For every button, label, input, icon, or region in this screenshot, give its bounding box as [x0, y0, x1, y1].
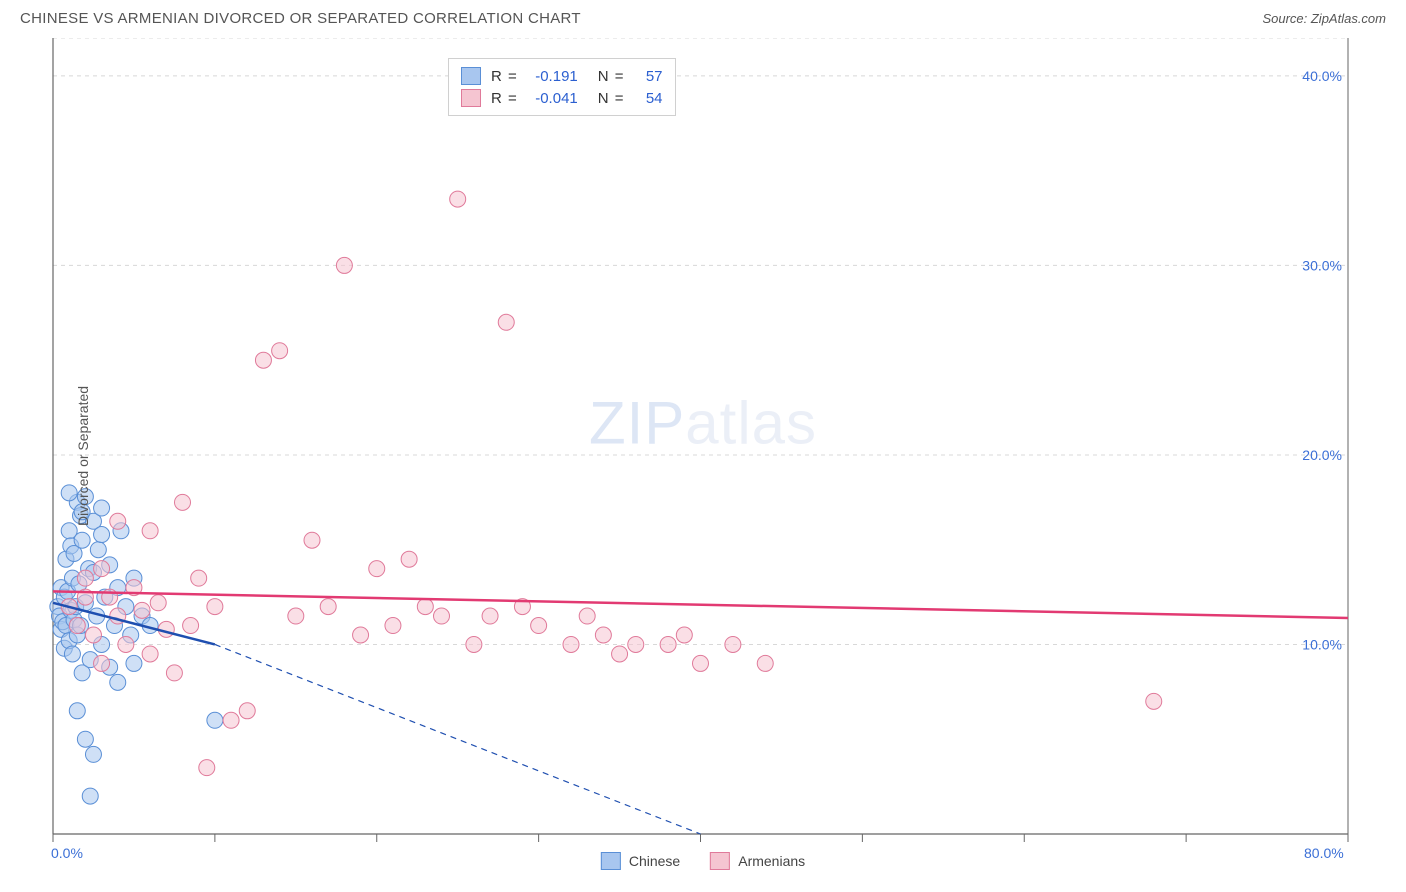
source-attribution: Source: ZipAtlas.com	[1262, 11, 1386, 26]
data-point	[77, 570, 93, 586]
data-point	[498, 314, 514, 330]
data-point	[450, 191, 466, 207]
data-point	[126, 655, 142, 671]
data-point	[175, 494, 191, 510]
series-legend: Chinese Armenians	[601, 852, 805, 870]
x-tick-label: 80.0%	[1304, 845, 1344, 861]
data-point	[466, 636, 482, 652]
legend-swatch	[601, 852, 621, 870]
header: CHINESE VS ARMENIAN DIVORCED OR SEPARATE…	[0, 0, 1406, 33]
data-point	[85, 746, 101, 762]
data-point	[77, 731, 93, 747]
x-tick-label: 0.0%	[51, 845, 83, 861]
legend-row: R = -0.041 N = 54	[461, 87, 663, 109]
data-point	[336, 257, 352, 273]
legend-row: R = -0.191 N = 57	[461, 65, 663, 87]
data-point	[304, 532, 320, 548]
r-value: -0.041	[528, 90, 578, 107]
data-point	[82, 788, 98, 804]
data-point	[676, 627, 692, 643]
data-point	[94, 561, 110, 577]
y-tick-label: 20.0%	[1302, 447, 1342, 463]
data-point	[1146, 693, 1162, 709]
data-point	[166, 665, 182, 681]
r-value: -0.191	[528, 68, 578, 85]
data-point	[628, 636, 644, 652]
n-label: N =	[598, 90, 625, 107]
data-point	[94, 500, 110, 516]
data-point	[757, 655, 773, 671]
data-point	[353, 627, 369, 643]
data-point	[693, 655, 709, 671]
r-label: R =	[491, 68, 518, 85]
y-tick-label: 40.0%	[1302, 68, 1342, 84]
data-point	[579, 608, 595, 624]
data-point	[563, 636, 579, 652]
data-point	[482, 608, 498, 624]
data-point	[150, 595, 166, 611]
data-point	[612, 646, 628, 662]
data-point	[118, 636, 134, 652]
data-point	[595, 627, 611, 643]
data-point	[207, 599, 223, 615]
data-point	[94, 527, 110, 543]
data-point	[401, 551, 417, 567]
data-point	[272, 343, 288, 359]
n-value: 57	[635, 68, 663, 85]
data-point	[660, 636, 676, 652]
legend-swatch	[461, 67, 481, 85]
data-point	[69, 618, 85, 634]
y-axis-label: Divorced or Separated	[75, 386, 91, 526]
data-point	[90, 542, 106, 558]
data-point	[531, 618, 547, 634]
source-prefix: Source:	[1262, 11, 1310, 26]
data-point	[369, 561, 385, 577]
trend-line-extrapolated	[215, 644, 701, 834]
data-point	[207, 712, 223, 728]
stats-legend: R = -0.191 N = 57 R = -0.041 N = 54	[448, 58, 676, 116]
data-point	[142, 646, 158, 662]
data-point	[191, 570, 207, 586]
scatter-chart: 10.0% 20.0% 30.0% 40.0% 0.0% 80.0%	[18, 38, 1388, 874]
data-point	[239, 703, 255, 719]
data-point	[417, 599, 433, 615]
data-point	[725, 636, 741, 652]
data-point	[434, 608, 450, 624]
data-point	[94, 655, 110, 671]
legend-item: Armenians	[710, 852, 805, 870]
n-label: N =	[598, 68, 625, 85]
legend-swatch	[461, 89, 481, 107]
data-point	[385, 618, 401, 634]
data-point	[183, 618, 199, 634]
n-value: 54	[635, 90, 663, 107]
data-point	[320, 599, 336, 615]
data-point	[110, 513, 126, 529]
y-tick-label: 10.0%	[1302, 636, 1342, 652]
source-name: ZipAtlas.com	[1311, 11, 1386, 26]
legend-swatch	[710, 852, 730, 870]
data-point	[142, 523, 158, 539]
data-point	[223, 712, 239, 728]
data-point	[110, 674, 126, 690]
data-point	[134, 602, 150, 618]
data-point	[64, 646, 80, 662]
chart-title: CHINESE VS ARMENIAN DIVORCED OR SEPARATE…	[20, 10, 581, 27]
trend-line	[53, 591, 1348, 618]
legend-label: Chinese	[629, 853, 680, 869]
data-point	[69, 703, 85, 719]
r-label: R =	[491, 90, 518, 107]
data-point	[288, 608, 304, 624]
data-point	[199, 760, 215, 776]
y-tick-label: 30.0%	[1302, 257, 1342, 273]
data-point	[85, 627, 101, 643]
legend-item: Chinese	[601, 852, 680, 870]
legend-label: Armenians	[738, 853, 805, 869]
chart-container: Divorced or Separated 10.0% 20.0% 30.0% 40.…	[18, 38, 1388, 874]
data-point	[255, 352, 271, 368]
data-point	[74, 532, 90, 548]
